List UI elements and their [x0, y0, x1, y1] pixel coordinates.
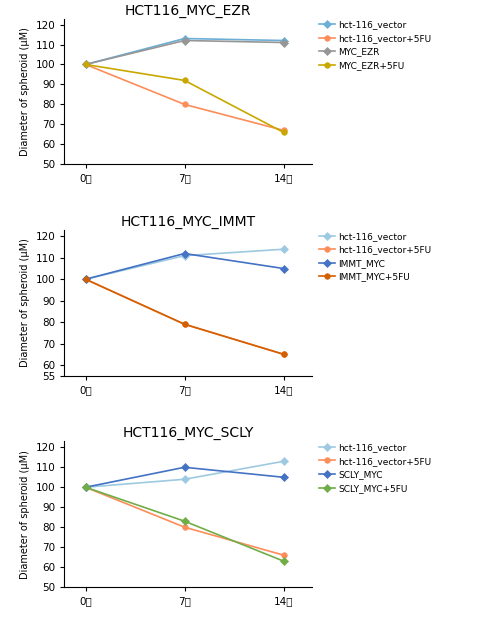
- hct-116_vector+5FU: [83, 276, 89, 283]
- Line: IMMT_MYC+5FU: IMMT_MYC+5FU: [83, 276, 286, 357]
- Y-axis label: Diameter of spheroid (μM): Diameter of spheroid (μM): [20, 450, 30, 578]
- Title: HCT116_MYC_SCLY: HCT116_MYC_SCLY: [122, 426, 254, 440]
- IMMT_MYC: [182, 250, 188, 257]
- hct-116_vector: [83, 483, 89, 491]
- hct-116_vector+5FU: [281, 350, 287, 358]
- hct-116_vector: [182, 35, 188, 42]
- MYC_EZR+5FU: [182, 77, 188, 84]
- Legend: hct-116_vector, hct-116_vector+5FU, IMMT_MYC, IMMT_MYC+5FU: hct-116_vector, hct-116_vector+5FU, IMMT…: [317, 230, 434, 283]
- SCLY_MYC: [281, 473, 287, 481]
- hct-116_vector: [182, 476, 188, 483]
- Title: HCT116_MYC_IMMT: HCT116_MYC_IMMT: [121, 215, 255, 229]
- Line: MYC_EZR: MYC_EZR: [83, 38, 286, 67]
- hct-116_vector: [281, 37, 287, 44]
- Line: hct-116_vector: hct-116_vector: [83, 247, 286, 282]
- Line: SCLY_MYC: SCLY_MYC: [83, 465, 286, 490]
- MYC_EZR: [182, 37, 188, 44]
- Title: HCT116_MYC_EZR: HCT116_MYC_EZR: [125, 4, 251, 17]
- IMMT_MYC: [281, 265, 287, 272]
- hct-116_vector+5FU: [83, 61, 89, 68]
- IMMT_MYC+5FU: [83, 276, 89, 283]
- Legend: hct-116_vector, hct-116_vector+5FU, MYC_EZR, MYC_EZR+5FU: hct-116_vector, hct-116_vector+5FU, MYC_…: [317, 19, 434, 72]
- hct-116_vector+5FU: [281, 551, 287, 559]
- Line: hct-116_vector: hct-116_vector: [83, 459, 286, 490]
- Line: hct-116_vector: hct-116_vector: [83, 36, 286, 67]
- SCLY_MYC+5FU: [83, 483, 89, 491]
- hct-116_vector: [83, 276, 89, 283]
- hct-116_vector: [281, 245, 287, 253]
- IMMT_MYC+5FU: [182, 321, 188, 328]
- SCLY_MYC: [182, 464, 188, 471]
- MYC_EZR+5FU: [83, 61, 89, 68]
- SCLY_MYC+5FU: [182, 517, 188, 525]
- hct-116_vector+5FU: [83, 483, 89, 491]
- SCLY_MYC: [83, 483, 89, 491]
- IMMT_MYC+5FU: [281, 350, 287, 358]
- MYC_EZR: [281, 39, 287, 46]
- hct-116_vector+5FU: [182, 321, 188, 328]
- hct-116_vector: [182, 252, 188, 260]
- Line: MYC_EZR+5FU: MYC_EZR+5FU: [83, 62, 286, 135]
- hct-116_vector: [83, 61, 89, 68]
- Y-axis label: Diameter of spheroid (μM): Diameter of spheroid (μM): [20, 239, 30, 367]
- Legend: hct-116_vector, hct-116_vector+5FU, SCLY_MYC, SCLY_MYC+5FU: hct-116_vector, hct-116_vector+5FU, SCLY…: [317, 441, 434, 494]
- Y-axis label: Diameter of spheroid (μM): Diameter of spheroid (μM): [20, 27, 30, 156]
- Line: IMMT_MYC: IMMT_MYC: [83, 251, 286, 282]
- hct-116_vector+5FU: [281, 127, 287, 134]
- MYC_EZR: [83, 61, 89, 68]
- hct-116_vector+5FU: [182, 101, 188, 108]
- hct-116_vector+5FU: [182, 523, 188, 531]
- SCLY_MYC+5FU: [281, 557, 287, 565]
- MYC_EZR+5FU: [281, 129, 287, 136]
- IMMT_MYC: [83, 276, 89, 283]
- Line: SCLY_MYC+5FU: SCLY_MYC+5FU: [83, 485, 286, 564]
- Line: hct-116_vector+5FU: hct-116_vector+5FU: [83, 62, 286, 133]
- Line: hct-116_vector+5FU: hct-116_vector+5FU: [83, 485, 286, 558]
- Line: hct-116_vector+5FU: hct-116_vector+5FU: [83, 276, 286, 357]
- hct-116_vector: [281, 457, 287, 465]
